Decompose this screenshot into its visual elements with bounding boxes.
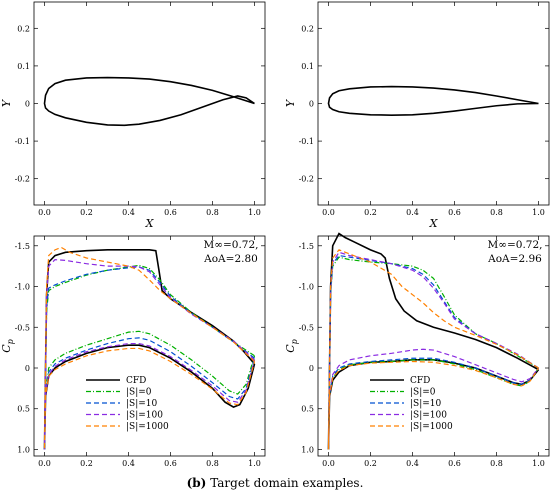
x-tick-label: 0.0 xyxy=(322,208,335,217)
annotation-line: AoA=2.96 xyxy=(487,253,542,265)
panel-cp-right: 0.0 0.2 0.4 0.6 0.8 1.0 -1.5 -1.0 -0.5 0 0.5 1.0 X Cp… xyxy=(284,232,550,470)
legend-label: |S|=1000 xyxy=(126,422,169,432)
x-tick-label: 0.4 xyxy=(406,459,419,468)
x-axis-label: X xyxy=(145,468,155,470)
caption-text: Target domain examples. xyxy=(210,476,364,490)
x-tick-label: 0.8 xyxy=(490,208,503,217)
legend-label: |S|=100 xyxy=(126,411,163,421)
panel-cp-left: 0.0 0.2 0.4 0.6 0.8 1.0 -1.5 -1.0 -0.5 0 0.5 1.0 X Cp… xyxy=(0,235,266,470)
y-tick-label: 0 xyxy=(25,364,30,373)
x-tick-label: 0.6 xyxy=(448,208,461,217)
y-tick-label: -0.5 xyxy=(15,323,30,332)
plot-frame xyxy=(317,235,550,457)
y-axis-label: Y xyxy=(0,98,13,107)
plot-frame xyxy=(33,1,266,206)
panel-geometry-right: 0.0 0.2 0.4 0.6 0.8 1.0 -0.2 -0.1 0 0.1 0.2 X Y xyxy=(284,1,550,230)
x-tick-label: 0.2 xyxy=(364,459,377,468)
legend-label: |S|=100 xyxy=(410,411,447,421)
x-tick-label: 1.0 xyxy=(248,459,261,468)
y-tick-label: -0.5 xyxy=(299,323,314,332)
y-tick-label: 0 xyxy=(309,364,314,373)
y-axis-label-subscript: p xyxy=(6,339,15,344)
y-tick-label: 0.5 xyxy=(301,405,314,414)
x-tick-label: 0.4 xyxy=(406,208,419,217)
plot-frame xyxy=(33,235,266,457)
y-tick-label: 0.2 xyxy=(301,24,314,33)
x-axis-label: X xyxy=(429,468,439,470)
y-tick-label: -1.0 xyxy=(299,283,314,292)
y-tick-label: 0.5 xyxy=(17,405,30,414)
series-line-S1000-4 xyxy=(327,249,540,450)
y-tick-label: -0.2 xyxy=(299,175,314,184)
x-tick-label: 0.6 xyxy=(448,459,461,468)
x-tick-label: 1.0 xyxy=(532,459,545,468)
y-tick-label: 0.2 xyxy=(17,24,30,33)
legend-label: |S|=10 xyxy=(410,399,441,409)
y-axis-label: Y xyxy=(284,98,297,107)
y-tick-label: 0 xyxy=(309,100,314,109)
legend-label: |S|=1000 xyxy=(410,422,453,432)
x-tick-label: 0.8 xyxy=(206,208,219,217)
x-tick-label: 0.2 xyxy=(80,208,93,217)
x-axis-label: X xyxy=(145,217,155,230)
legend-label: |S|=0 xyxy=(410,388,436,398)
x-tick-label: 0.6 xyxy=(164,459,177,468)
x-tick-label: 0.0 xyxy=(322,459,335,468)
x-tick-label: 0.0 xyxy=(38,459,51,468)
annotation-line: M∞=0.72, xyxy=(487,239,542,251)
annotation-line: AoA=2.80 xyxy=(203,253,258,265)
x-tick-label: 0.8 xyxy=(206,459,219,468)
y-axis-label: Cp xyxy=(284,339,299,353)
legend-label: CFD xyxy=(410,376,430,386)
x-tick-label: 0.6 xyxy=(164,208,177,217)
x-axis-label: X xyxy=(429,217,439,230)
x-tick-label: 1.0 xyxy=(248,208,261,217)
series-line-S1000-4 xyxy=(43,246,256,450)
y-tick-label: -0.2 xyxy=(15,175,30,184)
y-tick-label: 0.1 xyxy=(17,62,30,71)
y-tick-label: -1.5 xyxy=(15,242,30,251)
y-axis-label-subscript: p xyxy=(290,339,299,344)
x-tick-label: 0.2 xyxy=(364,208,377,217)
y-tick-label: -0.1 xyxy=(15,137,30,146)
x-tick-label: 0.2 xyxy=(80,459,93,468)
series-line-S0-1 xyxy=(327,256,540,450)
x-tick-label: 1.0 xyxy=(532,208,545,217)
annotation-line: M∞=0.72, xyxy=(203,239,258,251)
series-line-airfoil-0 xyxy=(327,85,539,116)
x-tick-label: 0.0 xyxy=(38,208,51,217)
legend-label: |S|=0 xyxy=(126,388,152,398)
y-axis-label: Cp xyxy=(0,339,15,353)
y-tick-label: -1.0 xyxy=(15,283,30,292)
y-tick-label: 1.0 xyxy=(301,445,314,454)
y-tick-label: 1.0 xyxy=(17,445,30,454)
panel-geometry-left: 0.0 0.2 0.4 0.6 0.8 1.0 -0.2 -0.1 0 0.1 0.2 X Y xyxy=(0,1,266,230)
x-tick-label: 0.4 xyxy=(122,208,135,217)
caption-tag: (b) xyxy=(186,476,207,490)
series-line-S100-3 xyxy=(43,259,256,450)
series-line-airfoil-0 xyxy=(43,76,255,127)
x-tick-label: 0.4 xyxy=(122,459,135,468)
y-tick-label: 0 xyxy=(25,100,30,109)
legend-label: |S|=10 xyxy=(126,399,157,409)
y-tick-label: -1.5 xyxy=(299,242,314,251)
legend-label: CFD xyxy=(126,376,146,386)
y-tick-label: 0.1 xyxy=(301,62,314,71)
x-tick-label: 0.8 xyxy=(490,459,503,468)
y-tick-label: -0.1 xyxy=(299,137,314,146)
figure-caption: (b) Target domain examples. xyxy=(0,476,550,490)
